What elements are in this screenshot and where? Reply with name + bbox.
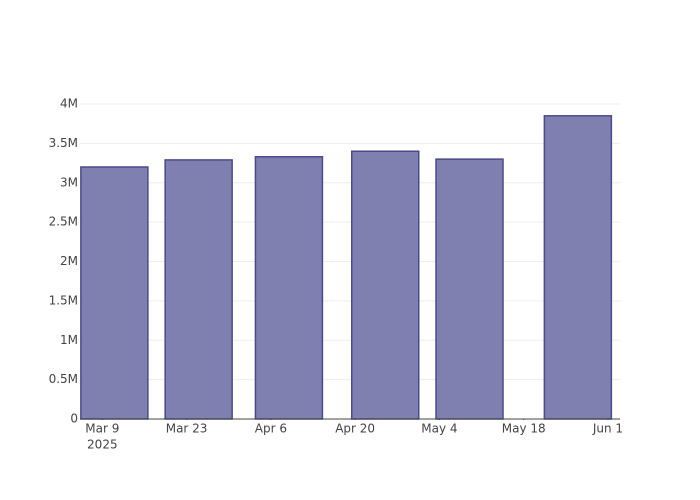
x-tick-label: Apr 6	[255, 422, 287, 436]
x-tick-label: Apr 20	[335, 422, 375, 436]
bar	[435, 158, 504, 420]
bar	[164, 159, 233, 420]
x-tick-label: May 18	[502, 422, 546, 436]
bar	[350, 150, 420, 420]
y-tick-label: 1.5M	[49, 293, 78, 307]
bar	[254, 156, 324, 420]
bar	[80, 166, 149, 420]
y-tick-label: 3M	[60, 175, 78, 189]
y-tick-label: 4M	[60, 97, 78, 111]
x-tick-label: Mar 23	[166, 422, 208, 436]
y-tick-label: 2.5M	[49, 215, 78, 229]
bar	[543, 115, 613, 420]
x-tick-label: Jun 1	[592, 422, 623, 436]
y-tick-label: 0.5M	[49, 372, 78, 386]
y-tick-label: 3.5M	[49, 136, 78, 150]
y-tick-label: 2M	[60, 254, 78, 268]
y-tick-label: 0	[70, 412, 78, 426]
x-tick-label: Mar 9	[85, 422, 119, 436]
y-tick-label: 1M	[60, 333, 78, 347]
x-tick-sublabel: 2025	[87, 438, 118, 452]
x-tick-label: May 4	[421, 422, 457, 436]
